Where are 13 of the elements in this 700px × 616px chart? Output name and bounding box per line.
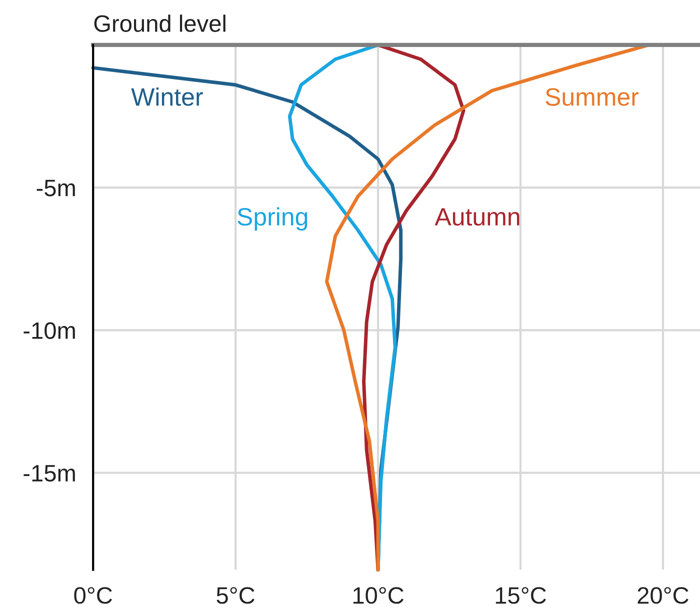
series-label: Winter bbox=[131, 88, 203, 106]
y-tick-label: -15m bbox=[24, 465, 75, 482]
ref-line-label: Ground level bbox=[94, 14, 226, 32]
x-tick-label: 0°C bbox=[74, 587, 112, 604]
series-label: Spring bbox=[238, 207, 308, 231]
x-tick-label: 20°C bbox=[638, 587, 688, 604]
series-label: Summer bbox=[546, 88, 639, 106]
series-label: Autumn bbox=[434, 208, 520, 226]
y-tick-label: -5m bbox=[36, 180, 75, 196]
x-tick-label: 5°C bbox=[216, 587, 254, 604]
y-tick-label: -10m bbox=[24, 322, 75, 339]
x-tick-label: 10°C bbox=[353, 587, 404, 604]
x-tick-label: 15°C bbox=[496, 587, 546, 604]
